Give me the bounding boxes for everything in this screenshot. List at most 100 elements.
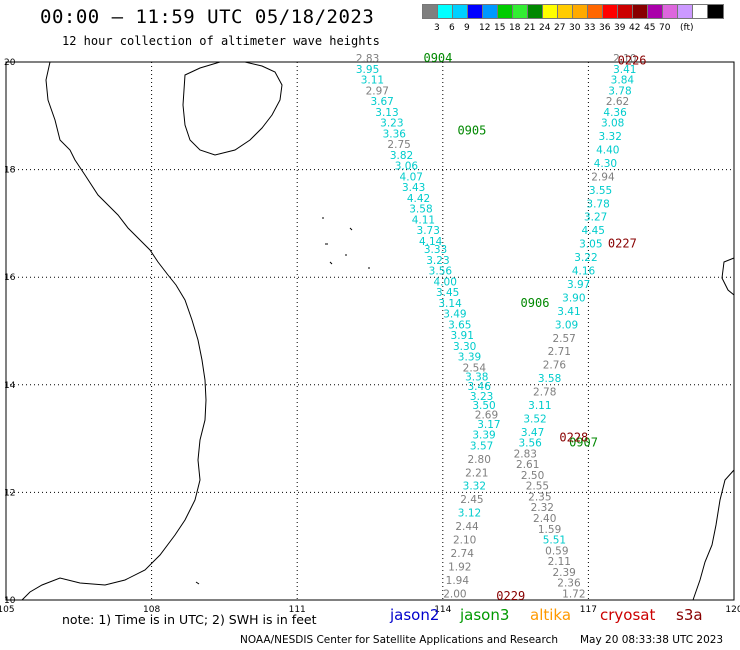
pass-id-label: 0905 [457,124,486,138]
wave-height-value: 2.94 [591,171,615,183]
con-dao-island [195,581,200,585]
wave-height-value: 3.39 [458,352,481,364]
wave-height-value: 3.11 [528,400,551,412]
wave-height-value: 5.51 [543,535,566,547]
wave-height-value: 3.23 [380,118,403,130]
wave-height-value: 3.78 [586,198,609,210]
legend-label: 6 [449,23,455,33]
wave-height-value: 3.78 [608,85,631,97]
pass-id-label: 0229 [496,589,525,603]
wave-height-value: 2.83 [356,53,379,65]
wave-height-value: 4.30 [594,158,617,170]
wave-height-value: 4.07 [400,171,423,183]
footer-note: note: 1) Time is in UTC; 2) SWH is in fe… [62,612,317,627]
lon-tick-label: 117 [580,605,597,615]
satellite-name: cryosat [600,606,656,624]
wave-height-value: 3.90 [562,292,585,304]
lon-tick-label: 114 [434,605,451,615]
pass-id-label: 0226 [618,54,647,68]
wave-height-value: 3.38 [465,371,488,383]
wave-height-value: 1.59 [538,524,561,536]
wave-height-value: 3.67 [370,96,393,108]
wave-height-value: 3.06 [395,161,419,173]
lat-lon-grid [6,62,734,600]
wave-height-value: 2.83 [514,448,537,460]
wave-height-value: 3.58 [538,373,561,385]
wave-height-value: 2.75 [387,139,410,151]
wave-height-value: 3.14 [438,298,462,310]
philippines-coastline [692,257,735,601]
pass-id-label: 0906 [521,296,550,310]
wave-height-value: 3.12 [458,508,481,520]
wave-height-value: 2.35 [528,491,551,503]
wave-height-value: 4.45 [582,225,605,237]
wave-height-value: 4.00 [434,276,457,288]
wave-height-value: 2.71 [548,346,571,358]
wave-height-value: 1.72 [562,588,585,600]
wave-height-value: 3.56 [429,266,453,278]
wave-height-value: 3.46 [468,381,492,393]
legend-label: 21 [524,23,536,33]
wave-height-value: 3.57 [470,440,493,452]
wave-height-value: 2.45 [460,494,483,506]
wave-height-value: 1.92 [448,561,471,573]
wave-height-value: 0.59 [545,545,568,557]
lon-tick-label: 105 [0,605,15,615]
wave-height-value: 4.11 [412,214,435,226]
wave-height-value: 2.57 [552,333,575,345]
legend-label: 70 [659,23,671,33]
wave-height-value: 2.97 [366,85,389,97]
pass-id-label: 0904 [423,51,452,65]
lon-tick-label: 120 [725,605,740,615]
wave-height-value: 2.55 [526,481,549,493]
vietnam-coastline [21,61,207,601]
wave-height-value: 3.17 [477,419,500,431]
wave-height-value: 3.45 [436,287,459,299]
satellite-name: s3a [676,606,703,624]
legend-unit: (ft) [680,23,694,33]
satellite-name: jason3 [460,606,510,624]
satellite-name: jason2 [390,606,440,624]
wave-height-value: 2.39 [552,567,575,579]
legend-label: 36 [599,23,611,33]
wave-height-value: 2.50 [521,470,544,482]
axis-tick-labels: 105 108 111 114 117 120 20 18 16 14 12 10 [0,58,740,615]
wave-height-value: 2.62 [606,96,629,108]
wave-height-value: 4.36 [603,107,627,119]
lat-tick-label: 18 [4,166,16,176]
lat-tick-label: 14 [4,381,16,391]
legend-label: 45 [644,23,656,33]
wave-height-value: 3.23 [470,391,493,403]
wave-height-value: 2.54 [463,362,487,374]
wave-height-value: 2.32 [531,502,554,514]
wave-height-value: 3.43 [402,182,425,194]
pass-id-label: 0907 [569,436,598,450]
wave-height-value: 3.09 [555,319,578,331]
wave-height-tracks: 2.833.953.112.973.673.133.233.362.753.82… [356,53,637,600]
wave-height-value: 3.11 [361,75,384,87]
wave-height-value: 4.40 [596,144,619,156]
generation-timestamp: May 20 08:33:38 UTC 2023 [580,634,724,646]
wave-height-value: 3.36 [383,128,407,140]
wave-height-value: 3.58 [409,204,432,216]
legend-label: 39 [614,23,626,33]
credit-line: NOAA/NESDIS Center for Satellite Applica… [240,634,558,646]
legend-label: 24 [539,23,551,33]
legend-label: 27 [554,23,566,33]
wave-height-value: 3.52 [523,413,546,425]
map-subtitle: 12 hour collection of altimeter wave hei… [62,34,380,48]
wave-height-value: 3.41 [557,306,580,318]
wave-height-value: 4.42 [407,193,430,205]
lat-tick-label: 12 [4,488,15,498]
lat-tick-label: 10 [4,596,16,606]
wave-height-value: 3.32 [599,131,622,143]
wave-height-value: 3.05 [579,239,602,251]
pass-id-label: 0227 [608,237,637,251]
wave-height-value: 3.56 [518,438,542,450]
wave-height-value: 2.61 [516,459,539,471]
wave-height-value: 2.80 [468,454,491,466]
wave-height-value: 3.47 [521,427,544,439]
wave-height-value: 3.41 [613,64,636,76]
lat-tick-label: 16 [4,273,16,283]
map-frame [5,61,735,601]
